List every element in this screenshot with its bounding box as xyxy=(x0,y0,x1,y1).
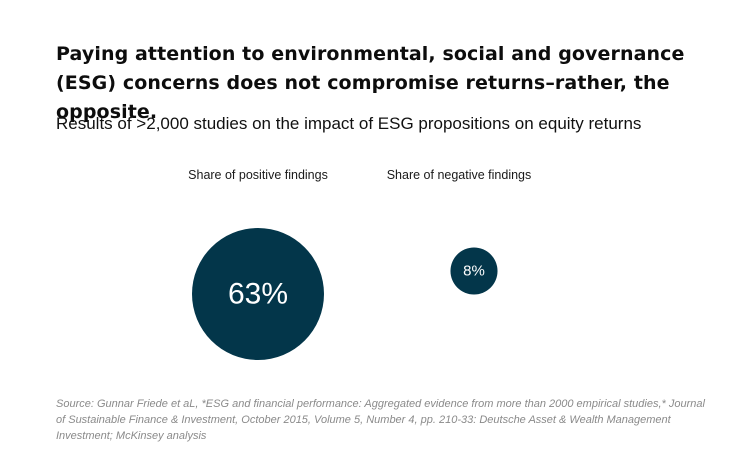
category-label-positive: Share of positive findings xyxy=(188,168,328,182)
bubble-positive xyxy=(192,228,324,360)
chart-title: Paying attention to environmental, socia… xyxy=(56,43,685,123)
category-label-negative: Share of negative findings xyxy=(386,168,532,182)
chart-subtitle: Results of >2,000 studies on the impact … xyxy=(56,114,642,133)
value-label-negative: 8% xyxy=(463,263,485,280)
source-note: Source: Gunnar Friede et aL, *ESG and fi… xyxy=(56,398,705,442)
value-label-positive: 63% xyxy=(228,278,288,311)
bubble-negative xyxy=(450,247,498,295)
